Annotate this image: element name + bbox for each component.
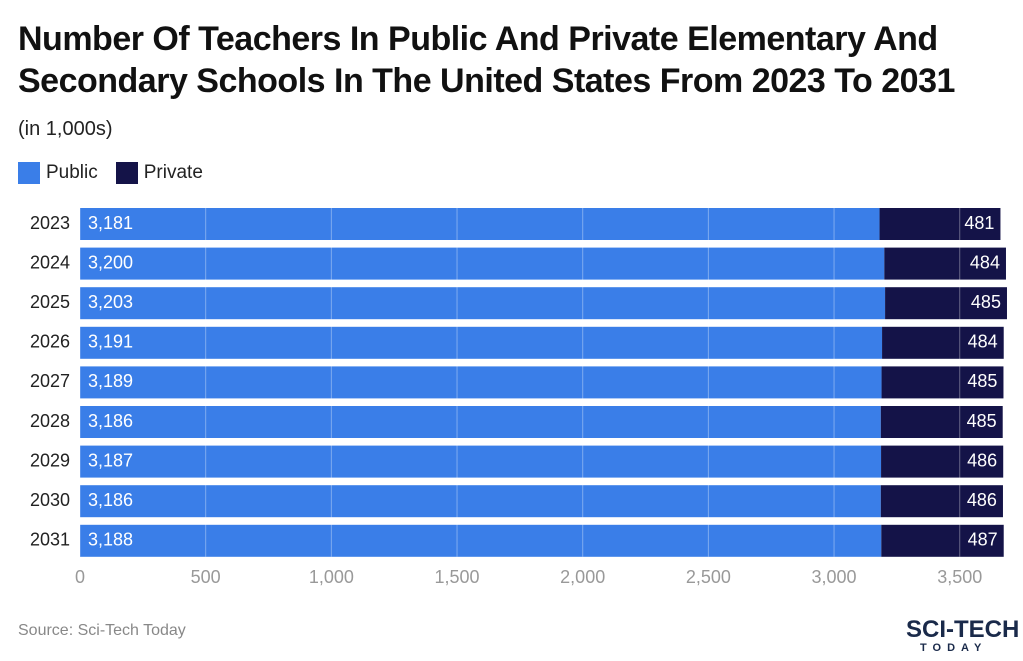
chart-subtitle: (in 1,000s) xyxy=(18,118,113,140)
source: Source: Sci-Tech Today xyxy=(18,622,186,639)
data-label: 3,188 xyxy=(88,530,133,550)
x-tick-label: 500 xyxy=(191,567,221,587)
bar-segment xyxy=(80,445,882,478)
data-label: 3,186 xyxy=(88,490,133,510)
x-tick-label: 3,000 xyxy=(812,567,857,587)
x-tick-label: 0 xyxy=(75,567,85,587)
y-tick-label: 2028 xyxy=(30,411,70,431)
logo-subtext: TODAY xyxy=(920,642,988,654)
bar-segment xyxy=(881,366,1004,399)
bar-segment xyxy=(882,326,1004,359)
y-tick-label: 2024 xyxy=(30,252,70,272)
data-label: 485 xyxy=(967,371,997,391)
data-label: 484 xyxy=(968,332,998,352)
legend-label: Public xyxy=(46,162,98,183)
data-label: 484 xyxy=(970,252,1000,272)
bar-segment xyxy=(880,406,1003,438)
chart-title: Number Of Teachers In Public And Private… xyxy=(18,20,955,100)
data-label: 486 xyxy=(967,450,997,470)
bar-segment xyxy=(80,524,882,557)
data-label: 3,181 xyxy=(88,213,133,233)
y-tick-label: 2025 xyxy=(30,292,70,312)
legend: Public Private xyxy=(18,162,203,184)
y-tick-label: 2027 xyxy=(30,371,70,391)
x-tick-label: 3,500 xyxy=(937,567,982,587)
bar-segment xyxy=(80,326,883,359)
data-label: 481 xyxy=(964,213,994,233)
bar-segment xyxy=(879,208,1001,240)
bar-segment xyxy=(80,485,881,518)
x-tick-label: 2,000 xyxy=(560,567,605,587)
legend-label: Private xyxy=(143,162,203,183)
bar-segment xyxy=(80,247,885,280)
data-label: 3,189 xyxy=(88,371,133,391)
data-label: 3,191 xyxy=(88,332,133,352)
bar-segment xyxy=(80,366,882,399)
data-label: 3,203 xyxy=(88,292,133,312)
legend-swatch xyxy=(115,162,138,184)
legend-swatch xyxy=(18,162,40,184)
y-tick-label: 2031 xyxy=(30,530,70,550)
data-label: 487 xyxy=(968,530,998,550)
x-tick-label: 1,500 xyxy=(435,567,480,587)
x-tick-label: 2,500 xyxy=(686,567,731,587)
bar-segment xyxy=(884,247,1006,280)
x-tick-label: 1,000 xyxy=(309,567,354,587)
y-tick-label: 2023 xyxy=(30,213,70,233)
bar-segment xyxy=(885,287,1007,320)
data-label: 486 xyxy=(967,490,997,510)
y-tick-label: 2026 xyxy=(30,332,70,352)
bar-segment xyxy=(80,208,880,240)
data-label: 485 xyxy=(971,292,1001,312)
bar-segment xyxy=(881,445,1004,478)
logo-text: SCI-TECH xyxy=(906,616,1020,643)
data-label: 3,186 xyxy=(88,411,133,431)
bar-segment xyxy=(80,406,881,438)
bar-segment xyxy=(880,485,1003,518)
data-label: 3,200 xyxy=(88,252,133,272)
data-label: 485 xyxy=(967,411,997,431)
logo: SCI-TECH TODAY xyxy=(880,616,1020,655)
bar-segment xyxy=(80,287,886,320)
data-label: 3,187 xyxy=(88,450,133,470)
y-tick-label: 2029 xyxy=(30,450,70,470)
y-tick-label: 2030 xyxy=(30,490,70,510)
bar-segment xyxy=(881,524,1004,557)
